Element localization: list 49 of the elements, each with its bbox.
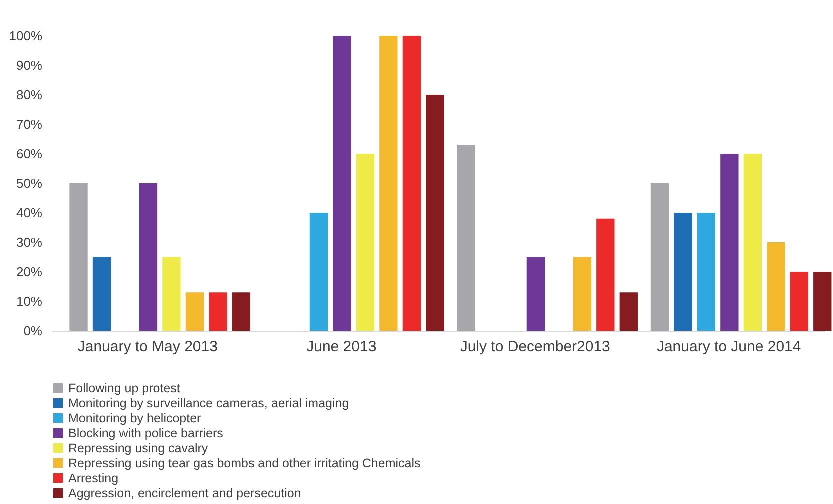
bar <box>790 272 808 331</box>
bar <box>526 257 546 331</box>
x-tick-label: January to June 2014 <box>656 338 802 356</box>
bar <box>573 257 592 331</box>
bar <box>209 292 228 331</box>
y-tick-label: 20% <box>16 264 43 280</box>
bar <box>426 95 444 331</box>
bar <box>356 154 375 331</box>
legend-label: Monitoring by surveillance cameras, aerial imaging <box>68 396 350 410</box>
legend-label: Repressing using tear gas bombs and other irritating Chemicals <box>68 456 421 470</box>
legend-label: Aggression, encirclement and persecution <box>68 486 302 500</box>
legend-label: Arresting <box>68 471 119 486</box>
y-tick-label: 60% <box>16 146 43 162</box>
legend-label: Following up protest <box>68 381 181 396</box>
bar <box>744 154 762 331</box>
legend-label: Repressing using cavalry <box>68 441 209 456</box>
bar <box>402 36 422 331</box>
y-tick-label: 10% <box>16 294 43 309</box>
legend-label: Monitoring by helicopter <box>68 411 202 426</box>
bar <box>697 213 716 331</box>
y-tick-label: 80% <box>16 88 43 102</box>
bar <box>186 292 204 331</box>
x-tick-label: June 2013 <box>306 338 377 356</box>
bar <box>767 242 786 331</box>
bar <box>814 272 832 331</box>
bar <box>139 184 158 331</box>
x-tick-label: January to May 2013 <box>78 338 218 356</box>
bar <box>310 213 328 331</box>
bar <box>596 218 615 331</box>
bar <box>162 257 181 331</box>
y-tick-label: 70% <box>16 117 43 132</box>
bar <box>457 145 476 331</box>
bar <box>650 184 670 331</box>
bar <box>620 292 638 331</box>
y-tick-label: 90% <box>16 58 43 73</box>
bar <box>720 154 739 331</box>
y-tick-label: 100% <box>9 28 43 44</box>
bar <box>92 257 112 331</box>
y-tick-label: 30% <box>16 235 43 250</box>
y-tick-label: 50% <box>16 176 43 191</box>
y-tick-label: 0% <box>24 324 43 338</box>
bar <box>333 36 352 331</box>
bar <box>70 184 88 331</box>
x-tick-label: July to December2013 <box>460 338 610 356</box>
legend-label: Blocking with police barriers <box>68 426 224 440</box>
y-tick-label: 40% <box>16 206 43 220</box>
bar <box>232 292 251 331</box>
bar <box>674 213 692 331</box>
bar <box>380 36 398 331</box>
